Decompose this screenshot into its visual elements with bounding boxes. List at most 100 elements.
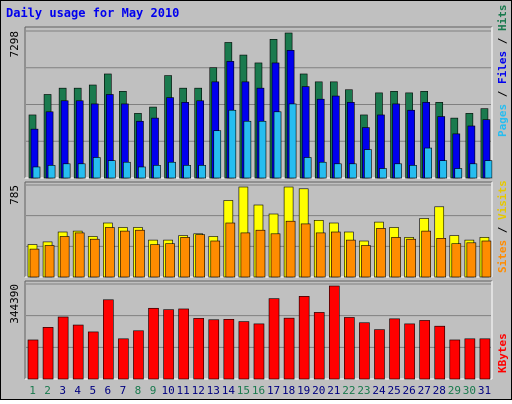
bar-sites-11 bbox=[180, 237, 190, 278]
bar-kbytes-16 bbox=[253, 323, 265, 380]
bar-kbytes-13 bbox=[208, 319, 220, 380]
bar-sites-18 bbox=[285, 220, 296, 278]
bar-pages-15 bbox=[243, 120, 252, 179]
legend-top-hits: Hits bbox=[496, 5, 509, 32]
bar-pages-14 bbox=[228, 109, 237, 179]
bar-sites-7 bbox=[120, 230, 130, 278]
bar-kbytes-25 bbox=[389, 318, 400, 380]
bar-kbytes-5 bbox=[87, 331, 99, 380]
bar-sites-4 bbox=[74, 232, 85, 278]
bar-sites-29 bbox=[451, 243, 462, 278]
bar-pages-26 bbox=[409, 165, 417, 179]
bar-pages-24 bbox=[379, 168, 387, 179]
bar-kbytes-27 bbox=[419, 320, 430, 380]
panel-1-ymax-label: 785 bbox=[8, 185, 21, 205]
bar-pages-6 bbox=[108, 160, 116, 179]
x-tick-label-19: 19 bbox=[297, 384, 310, 397]
x-tick-label-6: 6 bbox=[105, 384, 112, 397]
bar-pages-30 bbox=[469, 163, 478, 179]
bar-pages-21 bbox=[333, 163, 342, 179]
legend-middle-visits: Visits bbox=[496, 180, 509, 220]
bar-sites-27 bbox=[421, 230, 431, 278]
x-tick-label-1: 1 bbox=[29, 384, 36, 397]
bar-pages-20 bbox=[318, 161, 327, 179]
bar-sites-16 bbox=[255, 229, 266, 278]
bar-sites-5 bbox=[89, 238, 100, 278]
bar-sites-8 bbox=[135, 229, 145, 278]
bar-pages-19 bbox=[303, 157, 312, 179]
legend-bottom-kbytes: KBytes bbox=[496, 333, 509, 373]
bar-sites-1 bbox=[29, 248, 40, 278]
x-tick-label-17: 17 bbox=[267, 384, 280, 397]
bar-kbytes-31 bbox=[479, 338, 491, 380]
bar-sites-6 bbox=[105, 227, 115, 278]
bar-pages-5 bbox=[92, 157, 101, 179]
bar-sites-30 bbox=[466, 242, 477, 278]
bar-sites-2 bbox=[44, 245, 55, 278]
bar-pages-7 bbox=[123, 161, 131, 179]
bar-kbytes-19 bbox=[298, 296, 310, 380]
bar-sites-12 bbox=[195, 234, 206, 278]
bar-sites-21 bbox=[330, 231, 341, 278]
bar-sites-9 bbox=[150, 244, 160, 278]
panel-0-ymax-label: 7298 bbox=[8, 31, 21, 58]
bar-kbytes-12 bbox=[193, 318, 205, 380]
panel-2-ymax-label: 344390 bbox=[8, 284, 21, 324]
x-tick-label-22: 22 bbox=[342, 384, 355, 397]
chart-title: Daily usage for May 2010 bbox=[6, 6, 179, 20]
bar-pages-4 bbox=[77, 163, 86, 179]
bar-pages-31 bbox=[484, 160, 493, 179]
x-tick-label-13: 13 bbox=[207, 384, 220, 397]
bar-kbytes-4 bbox=[72, 324, 84, 380]
bar-sites-28 bbox=[436, 238, 447, 278]
x-tick-label-7: 7 bbox=[120, 384, 127, 397]
legend-top-files: Files bbox=[496, 51, 509, 84]
bar-kbytes-14 bbox=[223, 318, 235, 380]
legend-middle: Sites / Visits bbox=[496, 180, 509, 273]
bar-sites-17 bbox=[270, 233, 281, 278]
bar-sites-13 bbox=[210, 240, 221, 278]
bar-pages-28 bbox=[439, 160, 448, 179]
legend-top-pages: Pages bbox=[496, 104, 509, 137]
bar-sites-25 bbox=[391, 237, 401, 278]
legend-middle-sites: Sites bbox=[496, 240, 509, 273]
bar-pages-18 bbox=[288, 103, 297, 179]
bar-kbytes-7 bbox=[118, 338, 129, 380]
bar-kbytes-10 bbox=[163, 309, 174, 380]
bar-pages-1 bbox=[32, 166, 41, 179]
bar-sites-20 bbox=[315, 232, 326, 278]
bar-kbytes-24 bbox=[374, 329, 385, 380]
bar-pages-12 bbox=[198, 165, 207, 179]
x-tick-label-15: 15 bbox=[237, 384, 250, 397]
x-tick-label-18: 18 bbox=[282, 384, 295, 397]
x-tick-label-23: 23 bbox=[357, 384, 370, 397]
bar-sites-14 bbox=[225, 222, 236, 278]
bar-pages-27 bbox=[424, 147, 432, 179]
legend-top: Pages / Files / Hits bbox=[496, 5, 509, 138]
x-tick-label-10: 10 bbox=[161, 384, 174, 397]
x-tick-label-20: 20 bbox=[312, 384, 325, 397]
bar-sites-22 bbox=[346, 239, 356, 278]
bar-kbytes-23 bbox=[359, 322, 370, 380]
bar-sites-19 bbox=[300, 223, 311, 278]
bar-kbytes-11 bbox=[178, 308, 189, 380]
bar-pages-9 bbox=[153, 165, 161, 179]
bar-sites-31 bbox=[481, 240, 492, 278]
bar-kbytes-1 bbox=[27, 339, 39, 380]
x-tick-label-26: 26 bbox=[403, 384, 416, 397]
bar-sites-24 bbox=[376, 228, 386, 278]
bar-pages-29 bbox=[454, 168, 463, 179]
bar-kbytes-2 bbox=[42, 327, 54, 380]
bar-kbytes-3 bbox=[57, 316, 69, 380]
bar-pages-22 bbox=[349, 163, 357, 179]
bar-pages-3 bbox=[62, 163, 71, 179]
legend-top-separator: / bbox=[496, 84, 509, 104]
bar-kbytes-17 bbox=[268, 298, 280, 380]
bar-pages-11 bbox=[183, 165, 191, 179]
bar-kbytes-15 bbox=[238, 321, 250, 380]
bar-kbytes-30 bbox=[464, 338, 476, 380]
x-tick-label-14: 14 bbox=[222, 384, 236, 397]
x-tick-label-28: 28 bbox=[433, 384, 446, 397]
